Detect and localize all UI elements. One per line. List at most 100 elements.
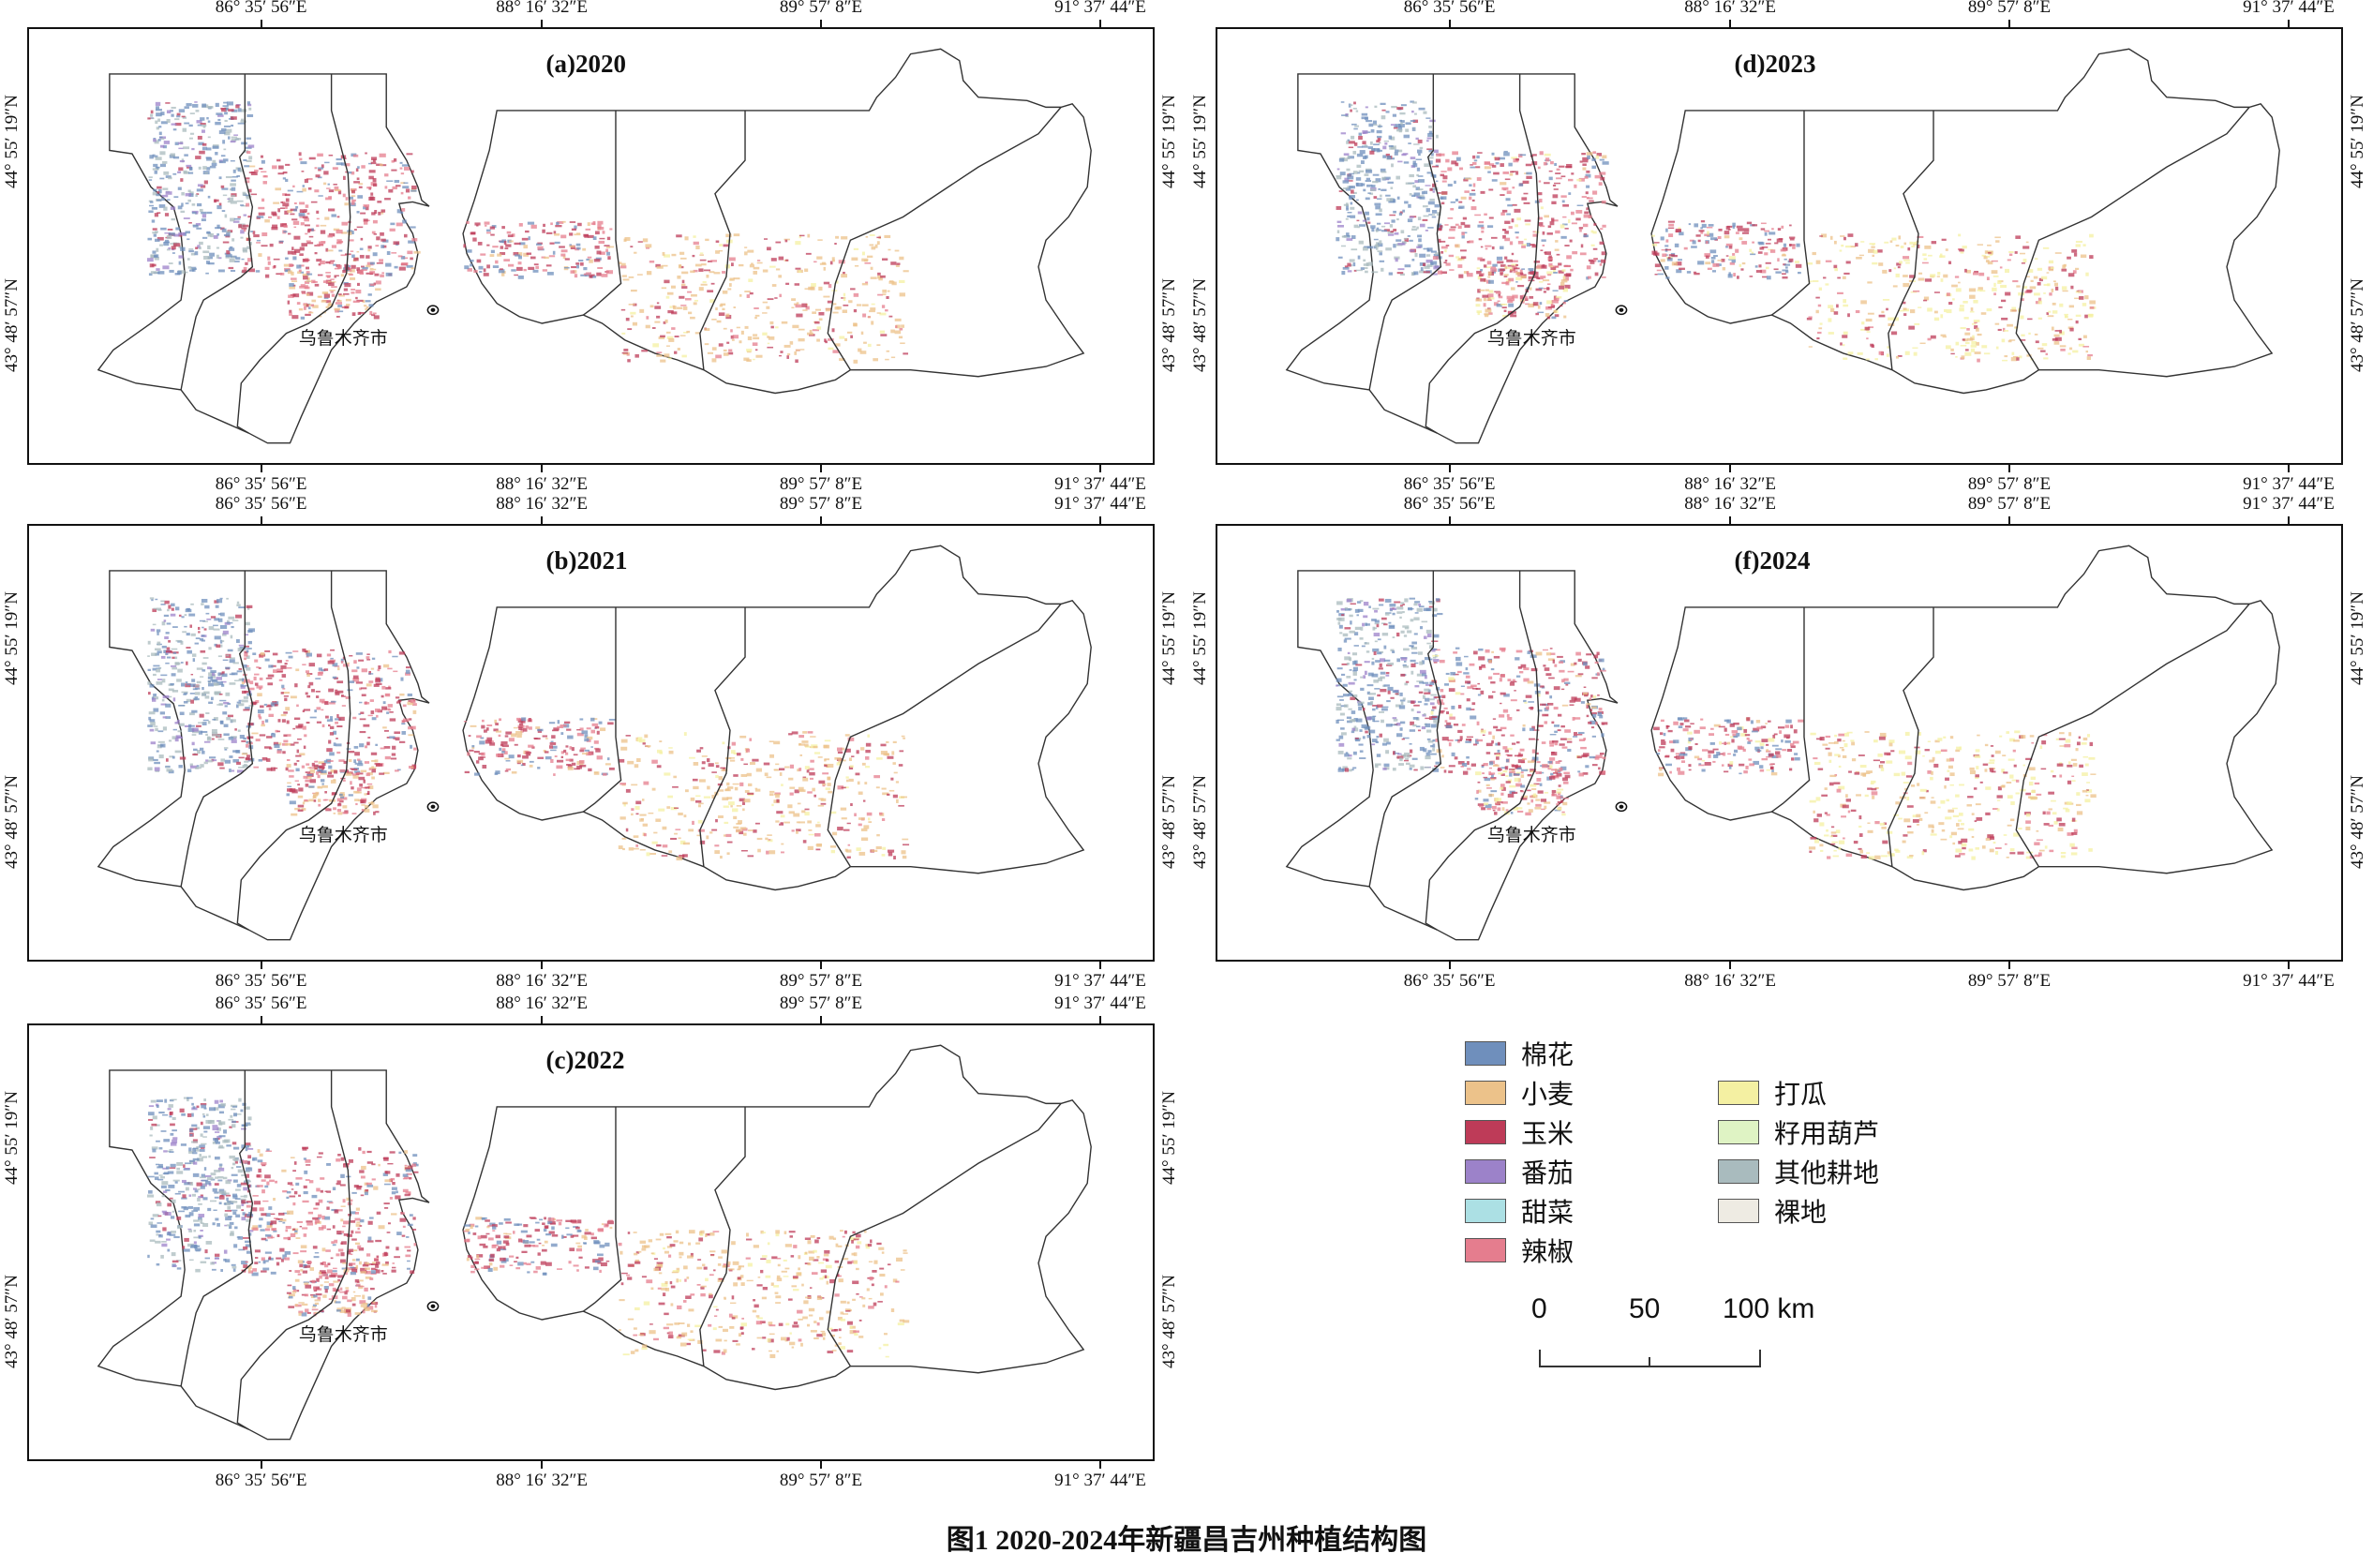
crop-pixel [412, 709, 417, 714]
crop-pixel [300, 284, 306, 287]
crop-pixel [150, 741, 157, 745]
crop-pixel [160, 674, 168, 677]
crop-pixel [214, 1131, 220, 1133]
crop-pixel [718, 815, 724, 819]
crop-pixel [732, 1339, 739, 1342]
crop-pixel [323, 1281, 330, 1283]
crop-pixel [586, 727, 591, 730]
crop-pixel [841, 236, 848, 240]
crop-pixel [259, 734, 266, 737]
crop-pixel [234, 261, 240, 262]
crop-pixel [321, 300, 327, 303]
crop-pixel [714, 1315, 718, 1318]
crop-pixel [776, 1275, 781, 1279]
crop-pixel [651, 841, 658, 844]
crop-pixel [285, 205, 288, 209]
crop-pixel [533, 1270, 538, 1274]
crop-pixel [773, 740, 781, 745]
crop-pixel [851, 1239, 854, 1244]
crop-pixel [203, 255, 211, 260]
crop-pixel [483, 273, 489, 276]
crop-pixel [553, 231, 557, 234]
crop-pixel [654, 306, 662, 309]
crop-pixel [693, 762, 699, 766]
crop-pixel [364, 761, 370, 764]
crop-pixel [309, 1267, 315, 1271]
crop-pixel [788, 1231, 796, 1233]
crop-pixel [189, 1134, 193, 1137]
crop-pixel [224, 1202, 231, 1205]
crop-pixel [899, 256, 904, 261]
crop-pixel [786, 355, 789, 359]
crop-pixel [853, 1330, 859, 1333]
crop-pixel [316, 217, 320, 220]
crop-pixel [280, 201, 283, 203]
crop-pixel [575, 1242, 581, 1245]
crop-pixel [293, 248, 301, 253]
crop-pixel [358, 1247, 365, 1251]
crop-pixel [208, 647, 212, 650]
crop-pixel [715, 774, 719, 779]
crop-pixel [181, 1197, 187, 1200]
crop-pixel [1405, 128, 1410, 132]
crop-pixel [183, 700, 188, 704]
crop-pixel [775, 241, 782, 244]
crop-pixel [196, 120, 202, 124]
crop-pixel [587, 222, 590, 226]
crop-pixel [157, 730, 164, 733]
crop-pixel [194, 696, 199, 699]
crop-pixel [1379, 240, 1382, 245]
crop-pixel [201, 1179, 209, 1182]
crop-pixel [870, 1239, 873, 1244]
crop-pixel [505, 731, 513, 735]
crop-pixel [325, 272, 331, 274]
crop-pixel [377, 201, 382, 203]
crop-pixel [298, 152, 302, 157]
crop-pixel [321, 784, 328, 788]
crop-pixel [351, 1230, 354, 1234]
crop-pixel [790, 1255, 795, 1258]
crop-pixel [342, 269, 347, 274]
crop-pixel [634, 1349, 639, 1352]
crop-pixel [628, 276, 634, 278]
crop-pixel [562, 255, 566, 260]
crop-pixel [711, 318, 717, 321]
crop-pixel [718, 343, 724, 347]
crop-pixel [285, 257, 289, 260]
crop-pixel [312, 281, 318, 283]
crop-pixel [890, 261, 897, 265]
crop-pixel [809, 777, 813, 780]
crop-pixel [207, 136, 211, 139]
crop-pixel [880, 334, 888, 336]
crop-pixel [227, 703, 231, 705]
crop-pixel [298, 1310, 304, 1314]
crop-pixel [848, 766, 854, 770]
crop-pixel [843, 296, 846, 301]
crop-pixel [701, 1285, 707, 1288]
crop-pixel [214, 1156, 220, 1160]
crop-pixel [364, 804, 369, 809]
crop-pixel [273, 741, 279, 746]
crop-pixel [589, 276, 593, 278]
crop-pixel [827, 338, 834, 341]
crop-pixel [373, 233, 378, 235]
crop-pixel [719, 249, 724, 252]
crop-pixel [544, 1225, 549, 1229]
crop-pixel [161, 1181, 169, 1186]
crop-pixel [301, 765, 306, 769]
crop-pixel [717, 1262, 722, 1266]
crop-pixel [358, 186, 363, 188]
crop-pixel [686, 1342, 691, 1346]
crop-pixel [183, 693, 187, 695]
crop-pixel [324, 807, 330, 811]
crop-pixel [688, 829, 694, 832]
crop-pixel [242, 1102, 246, 1106]
crop-pixel [367, 714, 373, 717]
crop-pixel [230, 719, 236, 723]
crop-pixel [156, 1140, 160, 1142]
crop-pixel [341, 1307, 346, 1309]
crop-pixel [342, 812, 349, 814]
crop-pixel [470, 1270, 475, 1274]
crop-pixel [177, 187, 182, 190]
crop-pixel [882, 792, 889, 796]
